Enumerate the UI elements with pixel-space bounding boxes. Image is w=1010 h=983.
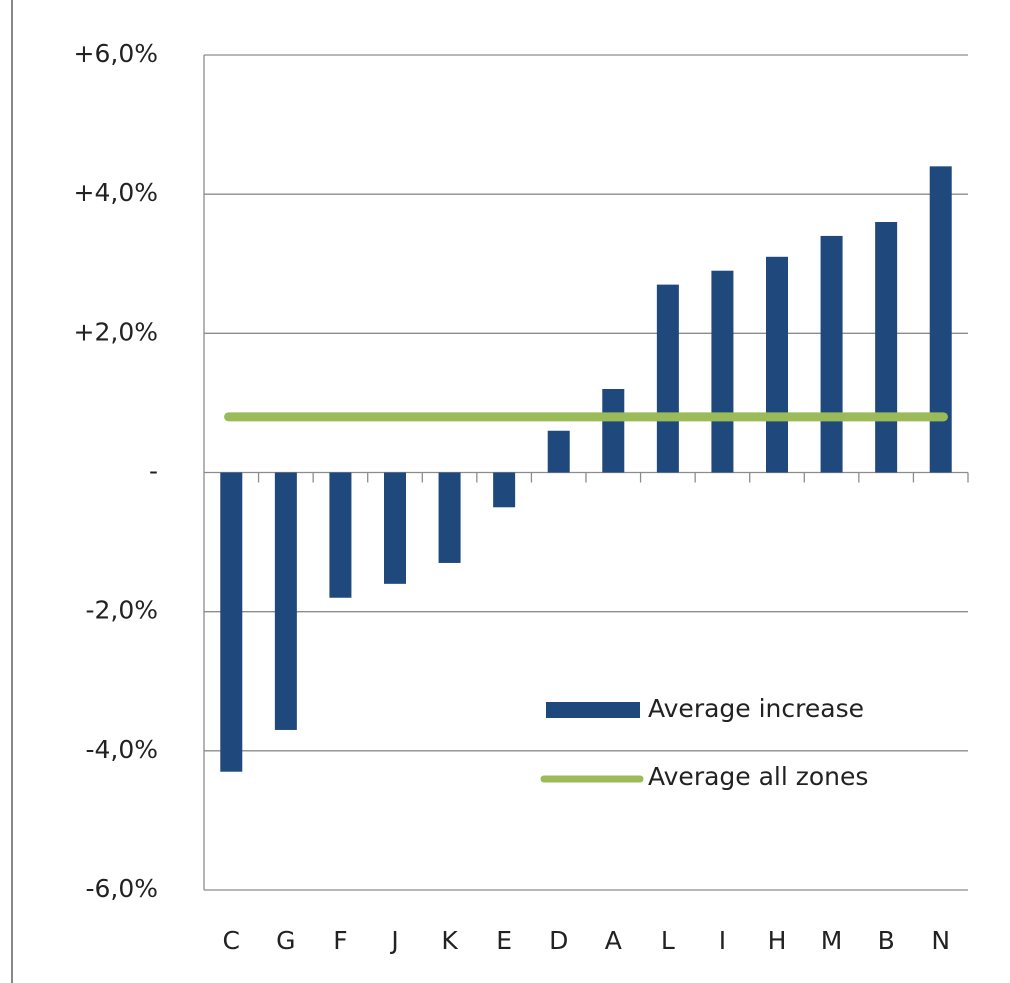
x-tick-label: H (768, 926, 787, 955)
x-tick-label: G (276, 926, 295, 955)
x-tick-label: J (389, 926, 398, 955)
x-tick-label: N (931, 926, 950, 955)
bar (820, 235, 843, 473)
bar (438, 472, 461, 563)
bar (547, 430, 570, 473)
x-tick-label: D (549, 926, 568, 955)
x-tick-label: A (605, 926, 622, 955)
bar (384, 472, 406, 584)
bar (711, 270, 734, 473)
x-tick-label: F (333, 926, 347, 955)
bar (875, 222, 898, 473)
y-tick-label: -4,0% (85, 735, 158, 764)
bar (929, 166, 952, 473)
x-tick-label: E (496, 926, 512, 955)
bar (220, 472, 243, 772)
bar (493, 472, 516, 508)
bar (656, 284, 679, 473)
x-tick-label: I (719, 926, 726, 955)
x-tick-label: B (878, 926, 895, 955)
y-tick-label: +4,0% (74, 178, 158, 207)
y-tick-label: - (149, 457, 158, 486)
y-tick-label: +2,0% (74, 317, 158, 346)
legend-swatch (546, 702, 640, 718)
x-tick-label: K (441, 926, 458, 955)
y-tick-label: -2,0% (85, 596, 158, 625)
y-tick-label: -6,0% (85, 874, 158, 903)
x-tick-label: L (661, 926, 675, 955)
bar (329, 472, 352, 598)
y-tick-label: +6,0% (74, 39, 158, 68)
bar (602, 389, 625, 473)
bar (766, 256, 788, 473)
bar (274, 472, 297, 730)
x-tick-label: C (223, 926, 240, 955)
x-tick-label: M (821, 926, 843, 955)
legend-label: Average all zones (648, 762, 868, 791)
legend-label: Average increase (648, 694, 864, 723)
